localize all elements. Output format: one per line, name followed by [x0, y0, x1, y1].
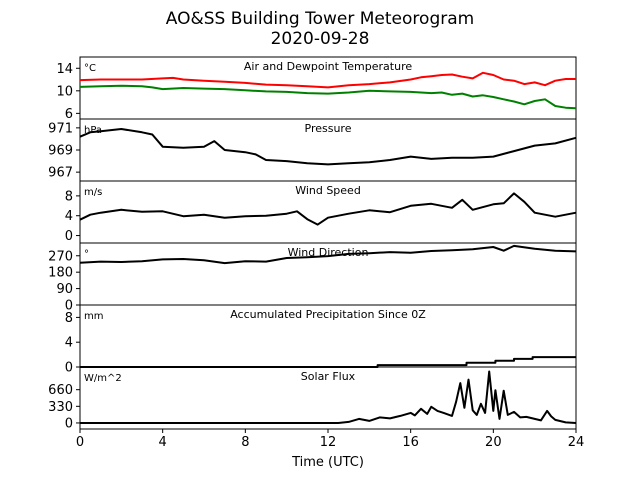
panel-title: Wind Direction	[288, 246, 369, 259]
unit-label: hPa	[84, 125, 102, 136]
series-line-0	[79, 192, 577, 226]
y-tick-label: 969	[48, 144, 73, 159]
x-axis-label: Time (UTC)	[291, 455, 364, 470]
y-tick-label: 270	[48, 249, 73, 264]
y-tick-label: 0	[65, 416, 73, 431]
x-tick-label: 0	[76, 435, 84, 450]
panel-0: 6 10 14 °C Air and Dewpoint Temperature	[56, 56, 577, 122]
x-tick-label: 4	[159, 435, 167, 450]
panel-2: 0 4 8 m/s Wind Speed	[65, 180, 577, 244]
y-tick-label: 6	[65, 107, 73, 122]
y-tick-label: 90	[56, 282, 73, 297]
x-tick-label: 8	[241, 435, 249, 450]
y-tick-label: 10	[56, 84, 73, 99]
unit-label: °	[84, 249, 89, 260]
unit-label: m/s	[84, 187, 102, 198]
x-axis: 0 4 8 12 16 20 24	[76, 429, 584, 450]
y-tick-label: 660	[48, 383, 73, 398]
y-tick-label: 971	[48, 121, 73, 136]
y-tick-label: 0	[65, 361, 73, 376]
series-line-0	[80, 356, 576, 368]
y-tick-label: 967	[48, 166, 73, 181]
series-line-1	[79, 84, 577, 110]
panel-title: Solar Flux	[301, 370, 356, 383]
panel-title: Pressure	[305, 122, 352, 135]
panel-title: Accumulated Precipitation Since 0Z	[230, 308, 426, 321]
x-tick-label: 16	[402, 435, 419, 450]
y-tick-label: 4	[65, 336, 73, 351]
figure-date: 2020-09-28	[271, 29, 370, 49]
figure-title: AO&SS Building Tower Meteorogram	[166, 9, 474, 29]
unit-label: W/m^2	[84, 373, 122, 384]
y-tick-label: 4	[65, 209, 73, 224]
unit-label: mm	[84, 311, 103, 322]
y-tick-label: 14	[56, 62, 73, 77]
y-tick-label: 0	[65, 299, 73, 314]
x-tick-label: 24	[568, 435, 585, 450]
series-line-0	[79, 128, 577, 166]
y-tick-label: 8	[65, 311, 73, 326]
panel-title: Wind Speed	[295, 184, 361, 197]
panel-title: Air and Dewpoint Temperature	[244, 60, 412, 73]
y-tick-label: 330	[48, 400, 73, 415]
series-line-0	[80, 370, 577, 424]
y-tick-label: 8	[65, 189, 73, 204]
unit-label: °C	[84, 63, 96, 74]
y-tick-label: 0	[65, 229, 73, 244]
x-tick-label: 12	[320, 435, 337, 450]
y-tick-label: 180	[48, 266, 73, 281]
series-line-0	[79, 71, 576, 89]
series-line-0	[79, 244, 577, 265]
x-tick-label: 20	[485, 435, 502, 450]
panel-4: 0 4 8 mm Accumulated Precipitation Since 0Z	[65, 304, 577, 376]
panel-1: 967 969 971 hPa Pressure	[48, 118, 577, 182]
